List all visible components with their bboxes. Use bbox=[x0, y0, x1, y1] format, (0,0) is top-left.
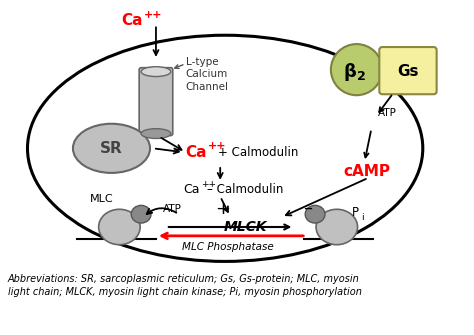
Text: ATP: ATP bbox=[378, 108, 397, 118]
Text: –: – bbox=[303, 198, 312, 216]
Ellipse shape bbox=[331, 44, 382, 95]
Text: ++: ++ bbox=[209, 141, 227, 151]
Ellipse shape bbox=[316, 209, 357, 245]
Text: Abbreviations: SR, sarcoplasmic reticulum; Gs, Gs-protein; MLC, myosin
light cha: Abbreviations: SR, sarcoplasmic reticulu… bbox=[8, 274, 362, 297]
Ellipse shape bbox=[73, 124, 150, 173]
Text: MLC: MLC bbox=[90, 194, 113, 204]
Text: ATP: ATP bbox=[164, 204, 182, 214]
Ellipse shape bbox=[141, 67, 171, 76]
Text: +: + bbox=[215, 200, 230, 218]
Ellipse shape bbox=[99, 209, 140, 245]
Text: cAMP: cAMP bbox=[343, 164, 390, 180]
Text: MLC Phosphatase: MLC Phosphatase bbox=[182, 242, 274, 252]
Text: ++: ++ bbox=[144, 10, 163, 19]
Ellipse shape bbox=[141, 129, 171, 138]
Text: P: P bbox=[352, 206, 359, 219]
FancyBboxPatch shape bbox=[379, 47, 437, 94]
Text: ++: ++ bbox=[201, 180, 217, 189]
Text: + Calmodulin: + Calmodulin bbox=[218, 146, 299, 159]
Text: i: i bbox=[362, 213, 364, 222]
Text: L-type
Calcium
Channel: L-type Calcium Channel bbox=[186, 57, 228, 92]
Text: Ca: Ca bbox=[183, 183, 200, 196]
Text: SR: SR bbox=[100, 141, 123, 156]
Text: Ca: Ca bbox=[121, 13, 143, 28]
Ellipse shape bbox=[131, 205, 151, 223]
Text: Gs: Gs bbox=[397, 64, 419, 79]
Text: Ca: Ca bbox=[186, 145, 207, 160]
Ellipse shape bbox=[305, 205, 325, 223]
FancyBboxPatch shape bbox=[139, 68, 173, 136]
Text: $\mathbf{\beta_2}$: $\mathbf{\beta_2}$ bbox=[343, 61, 366, 83]
Text: MLCK: MLCK bbox=[224, 220, 268, 234]
Text: – Calmodulin: – Calmodulin bbox=[207, 183, 284, 196]
